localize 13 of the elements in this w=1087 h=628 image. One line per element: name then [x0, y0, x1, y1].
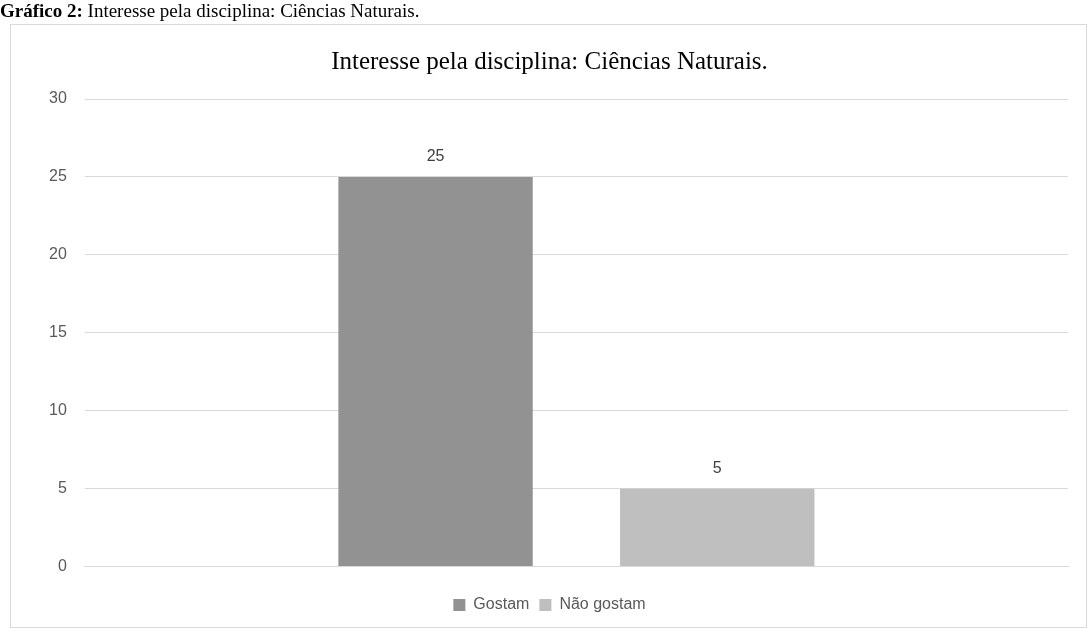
y-tick-label: 10 [49, 401, 67, 419]
chart-title: Interesse pela disciplina: Ciências Naturais. [331, 46, 768, 74]
legend-label: Gostam [473, 595, 530, 613]
data-label: 25 [426, 147, 445, 165]
y-tick-label: 0 [57, 557, 67, 575]
y-tick-label: 25 [49, 167, 67, 185]
legend-label: Não gostam [559, 595, 646, 613]
y-tick-label: 5 [57, 479, 67, 497]
y-tick-label: 15 [49, 323, 67, 341]
text: Gráfico 2: Interesse pela disciplina: Ciências Naturais. [0, 0, 420, 22]
data-label: 5 [712, 459, 722, 477]
y-tick-label: 20 [49, 245, 67, 263]
y-tick-label: 30 [49, 89, 67, 107]
